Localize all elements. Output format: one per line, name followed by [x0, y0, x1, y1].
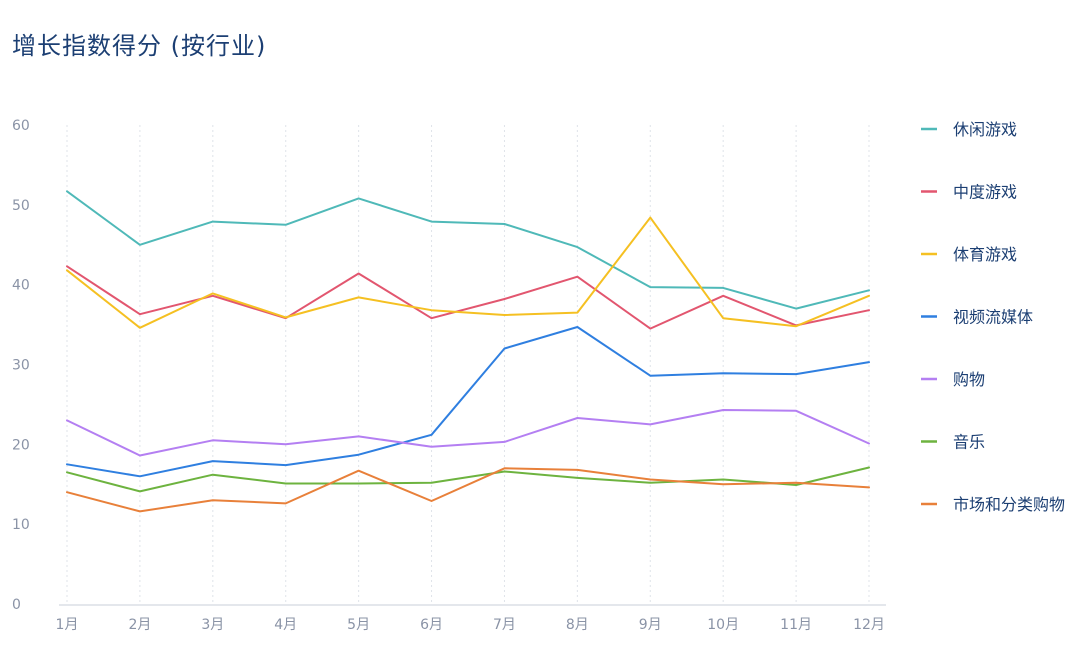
series-line: [66, 216, 870, 329]
y-tick-label: 40: [12, 278, 30, 294]
x-tick-label: 6月: [420, 617, 443, 633]
series-lines: [66, 190, 870, 513]
x-tick-label: 3月: [201, 617, 224, 633]
chart-title: 增长指数得分 (按行业): [12, 32, 267, 60]
x-tick-label: 1月: [56, 617, 79, 633]
x-tick-label: 12月: [853, 617, 885, 633]
legend-label: 体育游戏: [953, 245, 1017, 264]
series-line: [66, 467, 870, 513]
x-tick-label: 11月: [780, 617, 812, 633]
y-axis-ticks: 0 10 20 30 40 50 60: [12, 118, 30, 613]
x-tick-label: 9月: [639, 617, 662, 633]
x-tick-label: 10月: [707, 617, 739, 633]
x-tick-label: 8月: [566, 617, 589, 633]
y-tick-label: 10: [12, 517, 30, 533]
series-line: [66, 190, 870, 310]
y-tick-label: 60: [12, 118, 30, 134]
series-line: [66, 326, 870, 478]
x-tick-label: 5月: [347, 617, 370, 633]
legend-label: 购物: [953, 370, 985, 389]
legend-label: 休闲游戏: [953, 120, 1017, 139]
legend-label: 市场和分类购物: [953, 495, 1065, 514]
series-line: [66, 409, 870, 457]
x-tick-label: 2月: [128, 617, 151, 633]
x-axis-ticks: 1月 2月 3月 4月 5月 6月 7月 8月 9月 10月 11月 12月: [56, 617, 885, 633]
grid-lines: [66, 125, 870, 604]
legend-label: 中度游戏: [953, 183, 1017, 202]
y-tick-label: 50: [12, 198, 30, 214]
series-line: [66, 466, 870, 493]
x-tick-label: 7月: [493, 617, 516, 633]
y-tick-label: 0: [12, 597, 21, 613]
x-tick-label: 4月: [274, 617, 297, 633]
legend-label: 视频流媒体: [953, 308, 1033, 327]
legend-label: 音乐: [953, 433, 985, 452]
y-tick-label: 30: [12, 358, 30, 374]
y-tick-label: 20: [12, 437, 30, 453]
series-line: [66, 265, 870, 330]
